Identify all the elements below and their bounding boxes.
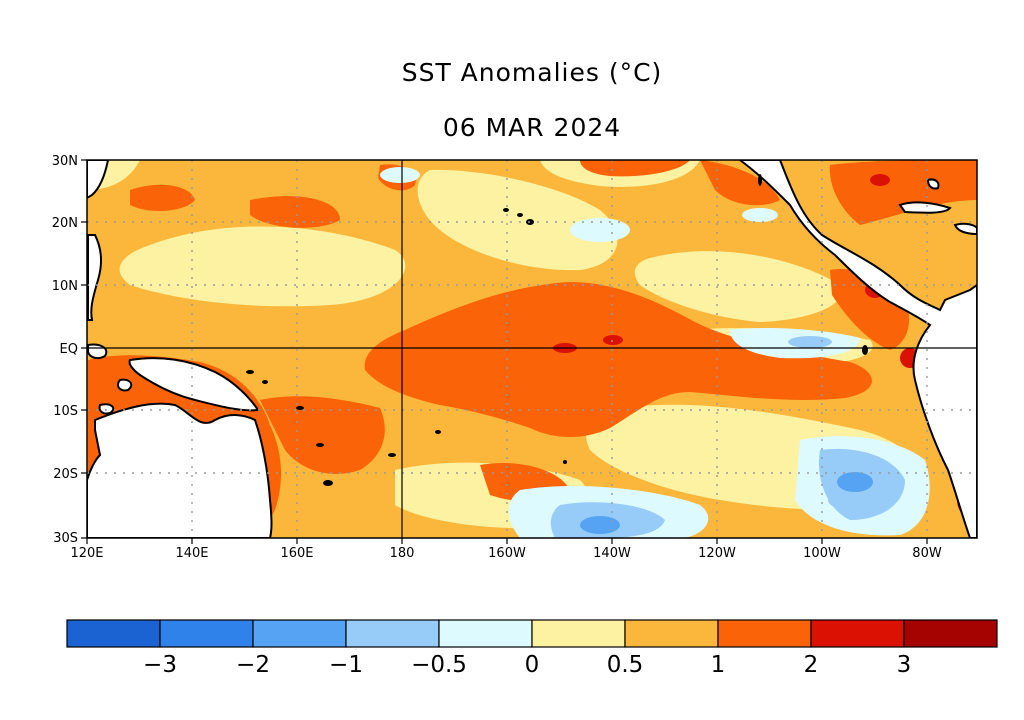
grid-lines [87,160,977,538]
lat-label: 10S [53,404,78,419]
lat-label: 30S [53,531,78,546]
colorbar-swatch [903,619,998,648]
colorbar-swatch [531,619,626,648]
colorbar-label: −1 [329,652,363,678]
map-frame [86,159,978,539]
colorbar-label: −0.5 [411,652,467,678]
map-date: 06 MAR 2024 [442,113,622,142]
colorbar-label: 1 [711,652,726,678]
colorbar-swatch [810,619,905,648]
colorbar-label: 3 [897,652,912,678]
colorbar-swatch [159,619,254,648]
lon-label: 160E [280,546,313,561]
colorbar-swatch [66,619,161,648]
colorbar-swatch [717,619,812,648]
lon-label: 180 [390,546,415,561]
colorbar: −3 −2 −1 −0.5 0 0.5 1 2 3 [66,619,998,678]
colorbar-label: 0 [525,652,540,678]
colorbar-swatch [252,619,347,648]
lat-label: 20S [53,467,78,482]
lat-label: EQ [60,342,78,357]
lon-label: 120W [698,546,736,561]
colorbar-swatch [624,619,719,648]
lat-label: 10N [52,279,78,294]
colorbar-label: 0.5 [607,652,644,678]
map-plot-area [87,160,977,538]
colorbar-label: 2 [804,652,819,678]
lon-label: 100W [803,546,841,561]
axis-ticks [81,159,928,544]
longitude-labels: 120E 140E 160E 180 160W 140W 120W 100W 8… [70,546,941,561]
lon-label: 140E [175,546,208,561]
land-masses [87,160,977,538]
colorbar-label: −3 [143,652,177,678]
lon-label: 80W [912,546,942,561]
map-title: SST Anomalies (°C) [401,58,663,87]
lon-label: 120E [70,546,103,561]
colorbar-swatch [345,619,440,648]
colorbar-label: −2 [236,652,270,678]
lat-label: 20N [52,216,78,231]
lon-label: 140W [593,546,631,561]
colorbar-swatch [438,619,533,648]
latitude-labels: 30N 20N 10N EQ 10S 20S 30S [52,154,78,546]
lon-label: 160W [488,546,526,561]
lat-label: 30N [52,154,78,169]
